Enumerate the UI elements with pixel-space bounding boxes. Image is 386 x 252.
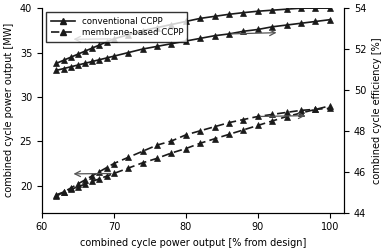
Legend: conventional CCPP, membrane-based CCPP: conventional CCPP, membrane-based CCPP: [46, 12, 187, 42]
Y-axis label: combined cycle efficiency [%]: combined cycle efficiency [%]: [372, 37, 382, 184]
Y-axis label: combined cycle power output [MW]: combined cycle power output [MW]: [4, 23, 14, 198]
X-axis label: combined cycle power output [% from design]: combined cycle power output [% from desi…: [80, 238, 306, 248]
